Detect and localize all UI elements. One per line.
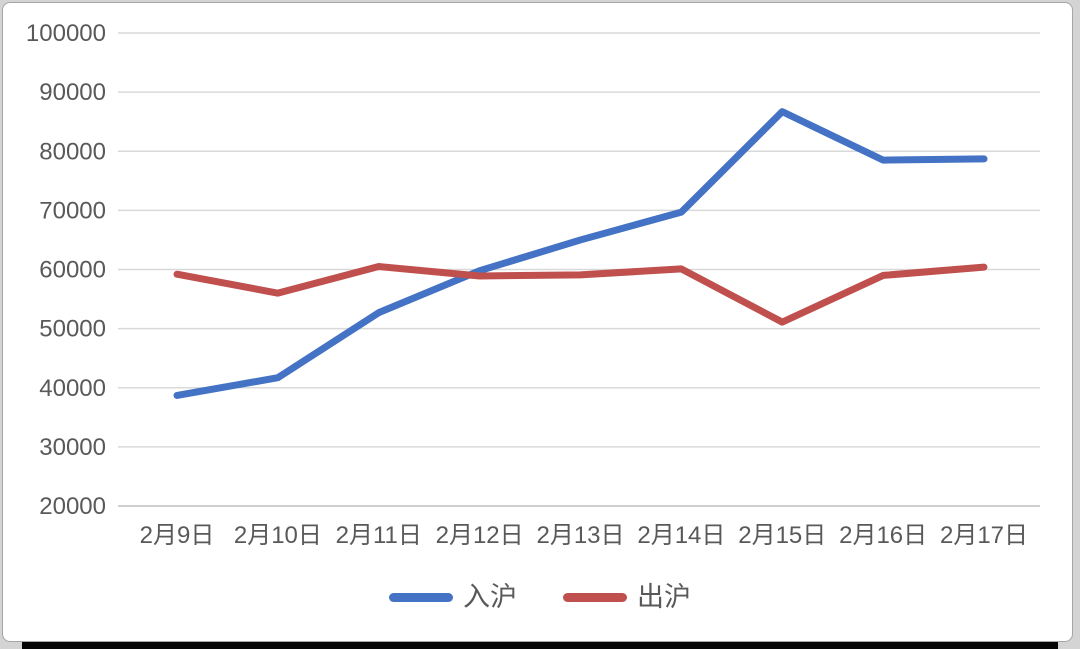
x-axis-tick-label: 2月10日: [234, 522, 322, 549]
y-axis-tick-label: 30000: [39, 434, 106, 461]
legend-swatch-chuhu: [563, 593, 627, 602]
legend-swatch-ruhu: [389, 593, 453, 602]
chart-panel: [2, 2, 1073, 642]
series-line-出沪: [173, 263, 988, 326]
x-axis-tick-label: 2月17日: [940, 522, 1028, 549]
legend-item-ruhu: 入沪: [389, 584, 517, 611]
y-axis-tick-label: 90000: [39, 79, 106, 106]
y-axis-tick-label: 50000: [39, 316, 106, 343]
x-axis-tick-label: 2月15日: [738, 522, 826, 549]
series-line-入沪: [173, 108, 988, 399]
y-axis-tick-label: 20000: [39, 493, 106, 520]
y-axis-tick-label: 80000: [39, 138, 106, 165]
x-axis-tick-label: 2月12日: [436, 522, 524, 549]
y-axis-tick-label: 40000: [39, 375, 106, 402]
legend-label-ruhu: 入沪: [463, 582, 517, 612]
y-axis-tick-label: 100000: [26, 20, 106, 47]
y-axis-tick-label: 60000: [39, 257, 106, 284]
x-axis-tick-label: 2月11日: [336, 522, 422, 549]
x-axis-tick-label: 2月16日: [839, 522, 927, 549]
x-axis-tick-label: 2月14日: [637, 522, 725, 549]
legend-item-chuhu: 出沪: [563, 584, 691, 611]
x-axis-tick-label: 2月13日: [536, 522, 624, 549]
bottom-black-bar: [22, 642, 1058, 649]
y-axis-tick-label: 70000: [39, 197, 106, 224]
legend-label-chuhu: 出沪: [637, 582, 691, 612]
x-axis-tick-label: 2月9日: [140, 522, 215, 549]
chart-legend: 入沪 出沪: [0, 584, 1080, 611]
